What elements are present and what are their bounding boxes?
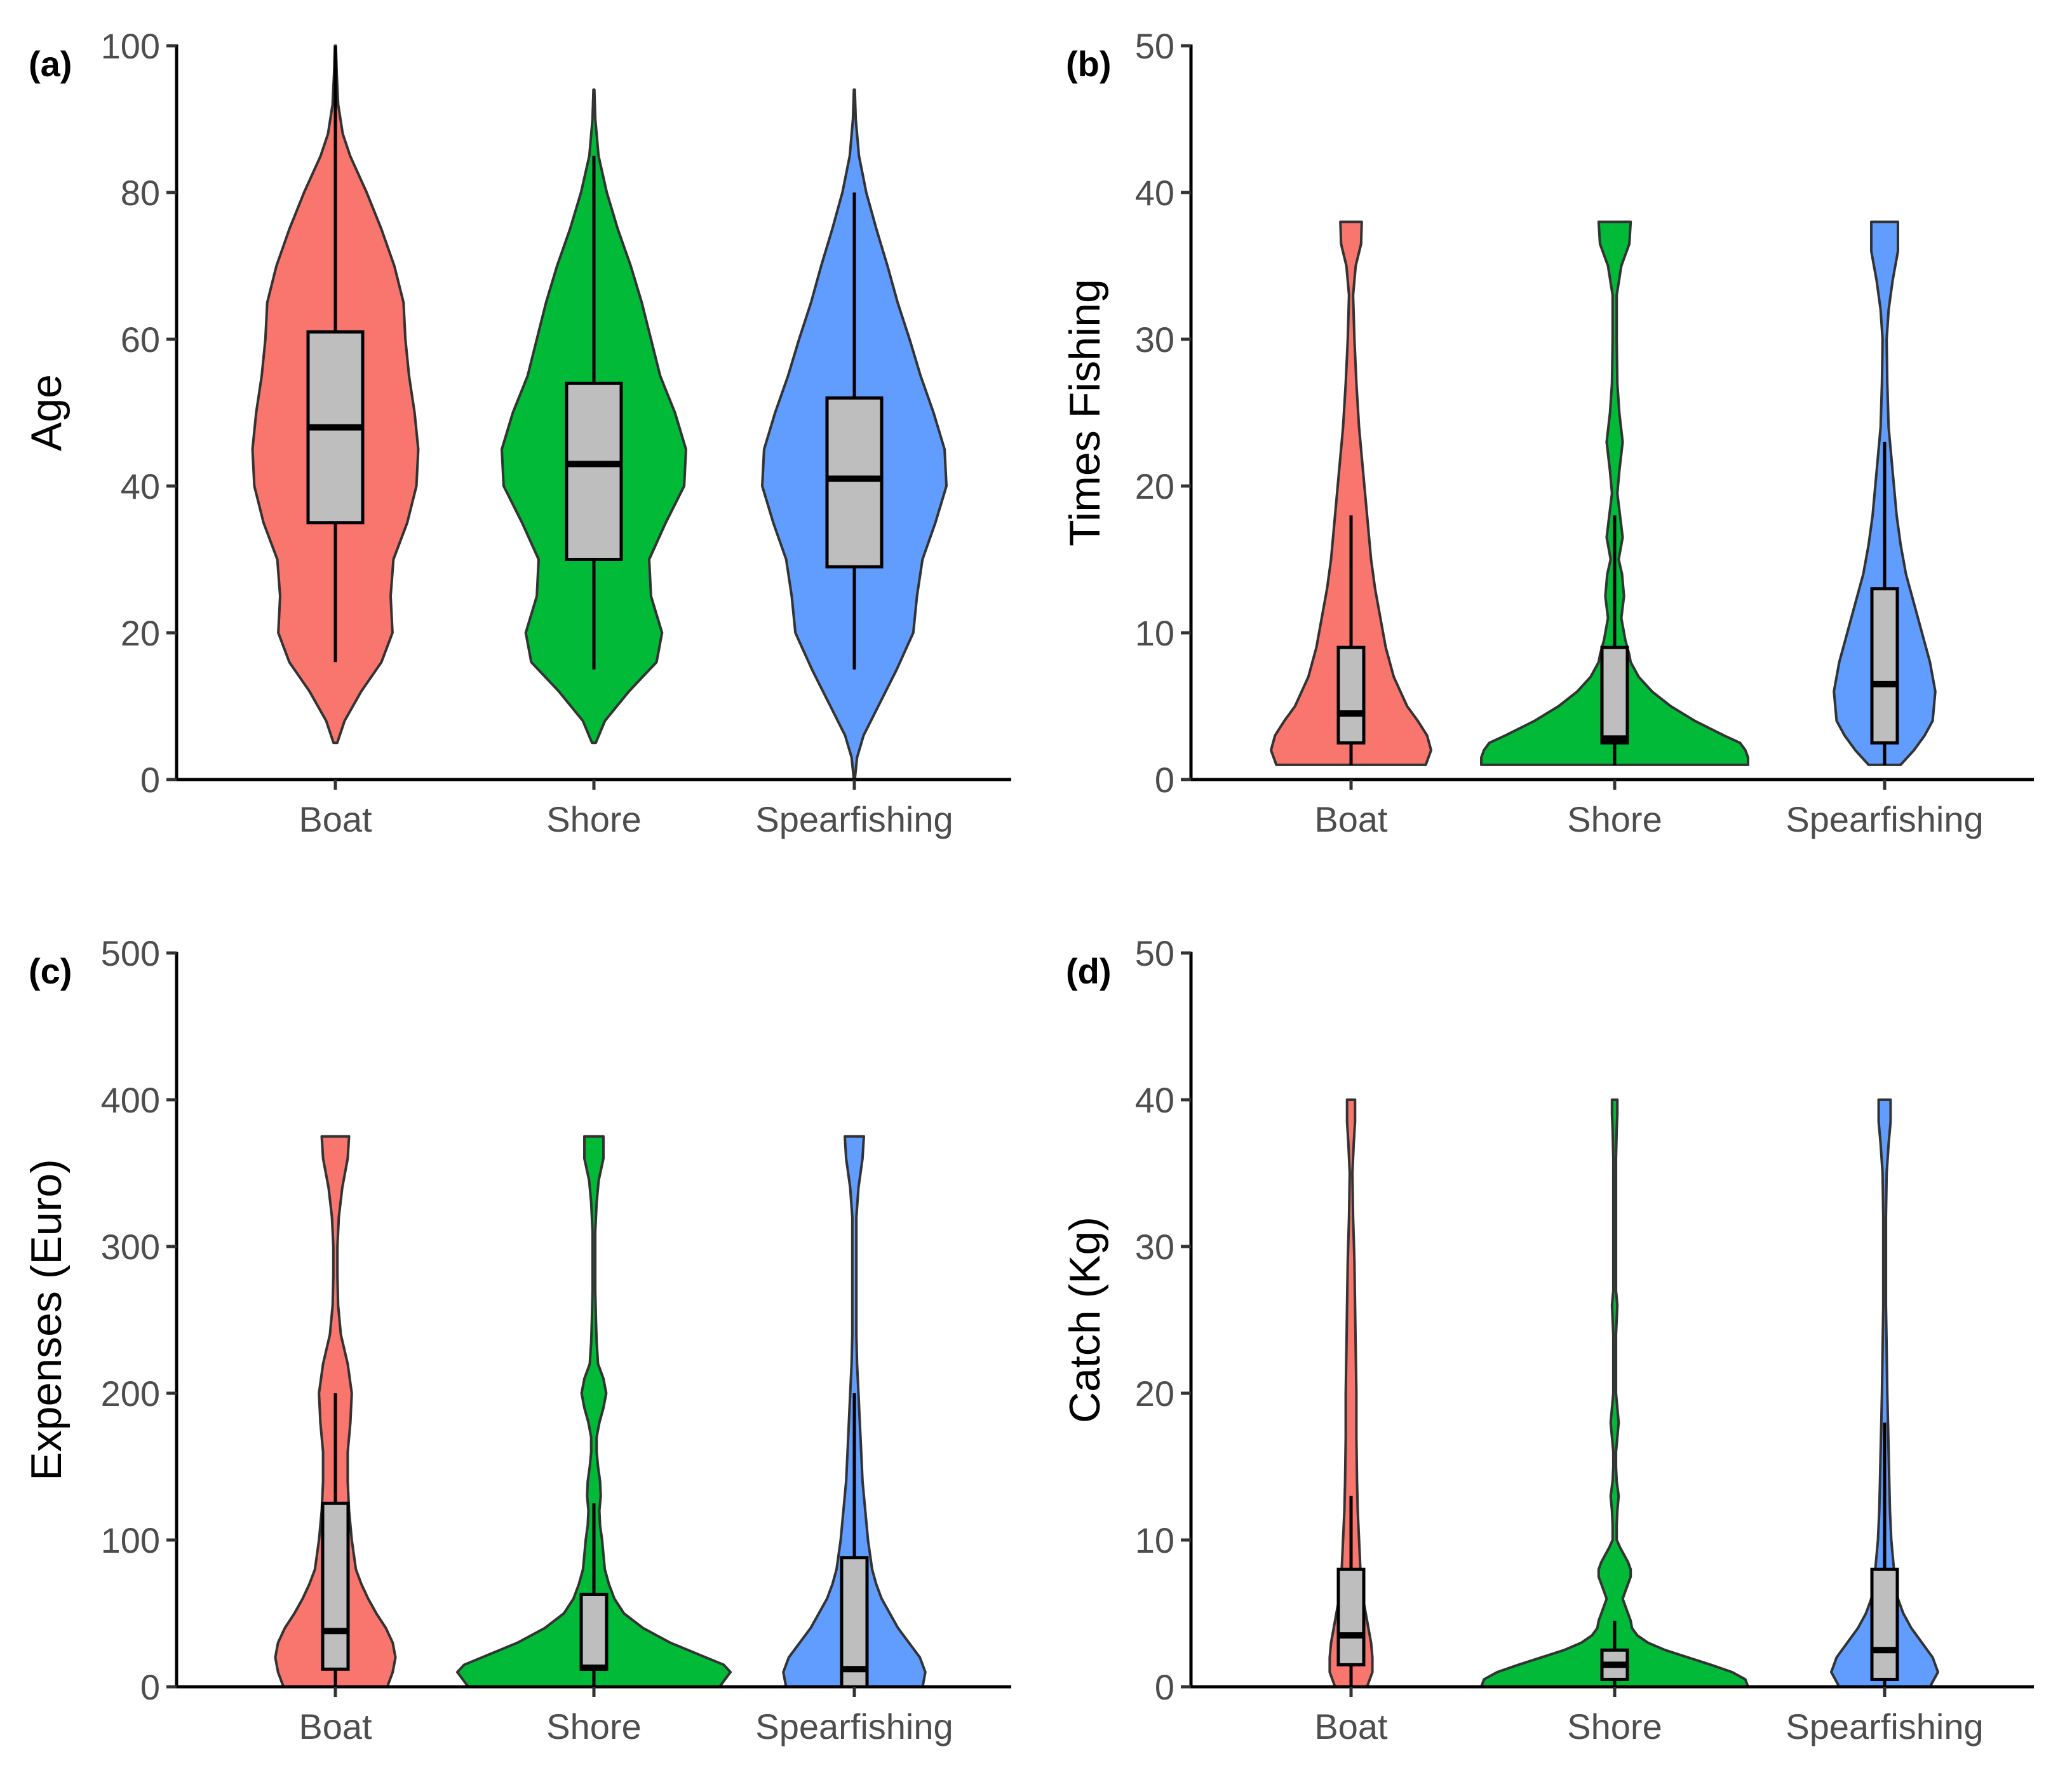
x-tick-label-shore: Shore <box>1567 799 1662 839</box>
y-tick-label: 40 <box>121 466 160 506</box>
y-tick-label: 20 <box>121 613 160 653</box>
y-tick-label: 30 <box>1135 320 1174 360</box>
panel-tag: (c) <box>29 951 72 991</box>
y-tick-label: 30 <box>1135 1227 1174 1267</box>
x-tick-label-boat: Boat <box>1314 1706 1388 1746</box>
x-tick-label-shore: Shore <box>546 799 641 839</box>
panel-0: 0 20 40 60 80 100 Boat Shore Spearfishing Age (a) <box>22 26 1011 839</box>
panel-1: 0 10 20 30 40 50 Boat Shore Spearfishing Times Fi… <box>1061 26 2034 839</box>
box-spearfishing <box>1870 1567 1899 1681</box>
y-tick-label: 20 <box>1135 466 1174 506</box>
box-shore <box>1600 645 1629 745</box>
y-tick-label: 100 <box>101 26 160 66</box>
x-tick-label-boat: Boat <box>299 799 372 839</box>
panel-tag: (a) <box>29 44 72 84</box>
box-shore <box>565 381 623 561</box>
box-spearfishing <box>840 1556 869 1689</box>
y-tick-label: 200 <box>101 1374 160 1414</box>
box-boat <box>1336 645 1366 745</box>
y-tick-label: 400 <box>101 1080 160 1120</box>
violin-boat <box>1270 220 1432 766</box>
x-tick-label-spearfishing: Spearfishing <box>1786 1706 1983 1746</box>
x-tick-label-shore: Shore <box>1567 1706 1662 1746</box>
x-tick-label-boat: Boat <box>299 1706 372 1746</box>
y-tick-label: 10 <box>1135 613 1174 653</box>
y-tick-label: 60 <box>121 320 160 360</box>
box-boat <box>321 1501 350 1671</box>
panel-3: 0 10 20 30 40 50 Boat Shore Spearfishing Catch (K… <box>1061 933 2034 1746</box>
y-tick-label: 300 <box>101 1227 160 1267</box>
y-tick-label: 80 <box>121 173 160 213</box>
x-tick-label-boat: Boat <box>1314 799 1388 839</box>
panel-tag: (b) <box>1066 44 1112 84</box>
y-axis-title: Times Fishing <box>1061 279 1109 546</box>
y-tick-label: 20 <box>1135 1374 1174 1414</box>
y-tick-label: 100 <box>101 1520 160 1560</box>
x-tick-label-spearfishing: Spearfishing <box>755 1706 953 1746</box>
box-shore <box>579 1592 609 1671</box>
y-tick-label: 40 <box>1135 173 1174 213</box>
y-tick-label: 500 <box>101 933 160 973</box>
box-spearfishing <box>825 396 884 569</box>
y-tick-label: 10 <box>1135 1520 1174 1560</box>
y-tick-label: 40 <box>1135 1080 1174 1120</box>
y-tick-label: 0 <box>140 1667 160 1707</box>
violin-shore <box>1480 220 1749 766</box>
y-axis-title: Age <box>22 374 71 451</box>
panel-tag: (d) <box>1066 951 1112 991</box>
y-tick-label: 0 <box>140 760 160 800</box>
y-axis-title: Catch (Kg) <box>1061 1217 1109 1423</box>
y-axis-title: Expenses (Euro) <box>22 1159 71 1480</box>
box-boat <box>1336 1567 1366 1666</box>
x-tick-label-spearfishing: Spearfishing <box>1786 799 1983 839</box>
violin-shore <box>1480 1098 1749 1688</box>
y-tick-label: 50 <box>1135 933 1174 973</box>
violin-shore <box>456 1135 732 1688</box>
y-tick-label: 50 <box>1135 26 1174 66</box>
panel-2: 0 100 200 300 400 500 Boat Shore Spearfishing Exp… <box>22 933 1011 1746</box>
x-tick-label-spearfishing: Spearfishing <box>755 799 953 839</box>
y-tick-label: 0 <box>1155 1667 1174 1707</box>
y-tick-label: 0 <box>1155 760 1174 800</box>
x-tick-label-shore: Shore <box>546 1706 641 1746</box>
box-spearfishing <box>1870 587 1899 745</box>
